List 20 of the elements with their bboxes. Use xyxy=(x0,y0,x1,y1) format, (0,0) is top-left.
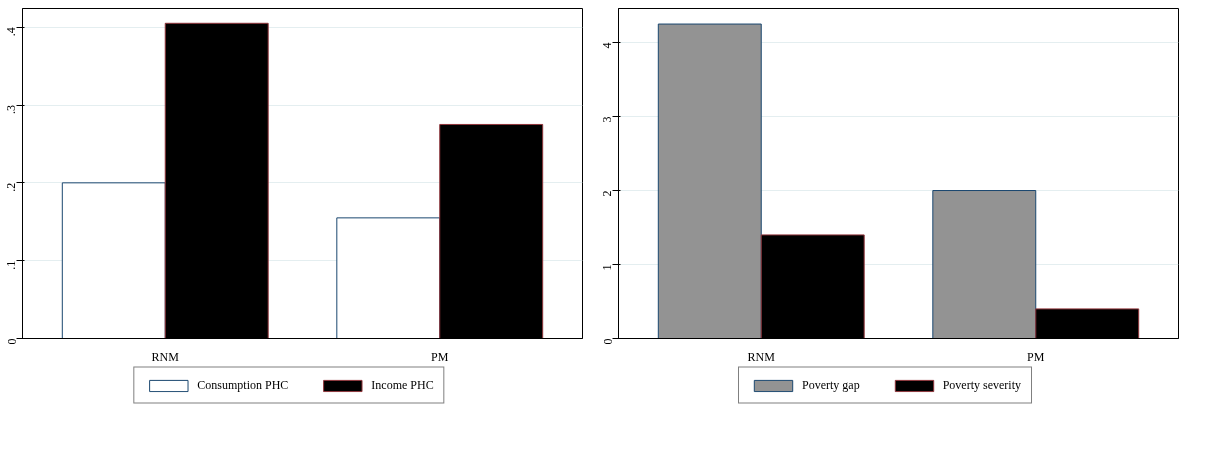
x-tick-label: PM xyxy=(431,349,449,364)
legend-label: Poverty severity xyxy=(942,377,1021,393)
y-tick-label: .3 xyxy=(4,105,19,115)
x-tick-label: RNM xyxy=(747,349,776,364)
y-tick-label: .1 xyxy=(4,260,19,270)
legend-label: Consumption PHC xyxy=(197,377,289,393)
y-tick-label: 0 xyxy=(4,338,19,345)
y-tick-label: 2 xyxy=(600,190,615,197)
y-tick-label: .2 xyxy=(4,182,19,192)
bar xyxy=(932,190,1037,339)
legend-label: Poverty gap xyxy=(802,377,860,393)
y-tick-label: 0 xyxy=(600,338,615,345)
x-tick-label: RNM xyxy=(151,349,180,364)
y-tick-label: .4 xyxy=(4,27,19,37)
y-tick-label: 3 xyxy=(600,116,615,123)
y-tick-label: 4 xyxy=(600,42,615,49)
bar xyxy=(657,23,762,339)
y-tick-label: 1 xyxy=(600,264,615,271)
x-tick-label: PM xyxy=(1027,349,1045,364)
legend-label: Income PHC xyxy=(371,377,434,393)
